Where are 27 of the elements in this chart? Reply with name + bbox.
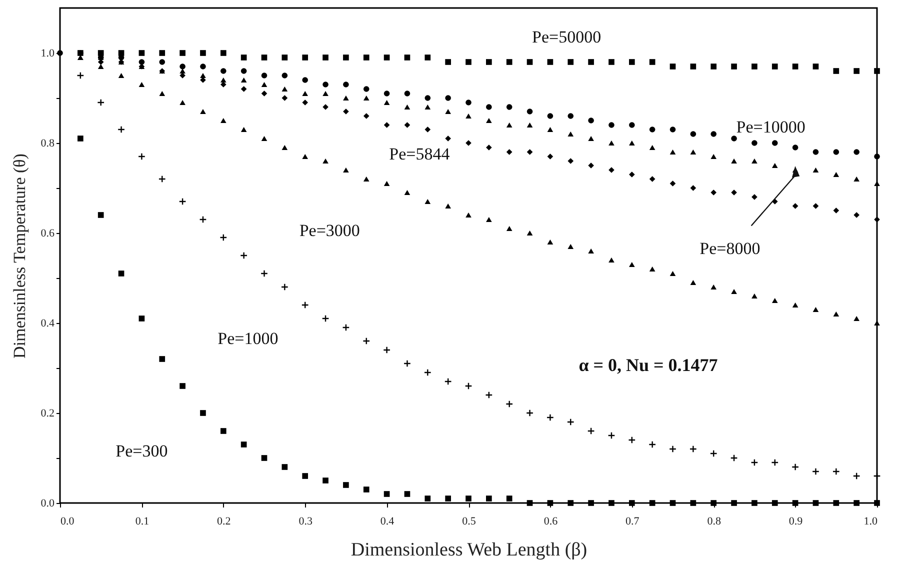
x-tick-label: 0.5	[462, 516, 476, 528]
y-tick-label: 0.8	[40, 138, 55, 150]
x-tick-label: 0.8	[707, 516, 722, 528]
x-tick-label: 0.1	[135, 516, 150, 528]
y-tick-label: 0.0	[40, 498, 55, 510]
text: Pe=300	[116, 441, 168, 460]
y-tick-label: 1.0	[40, 48, 55, 60]
x-tick-label: 0.7	[626, 516, 640, 528]
y-axis-title: Dimensinless Temperature (θ)	[10, 154, 29, 358]
x-tick-label: 0.3	[298, 516, 313, 528]
x-tick-label: 0.2	[217, 516, 231, 528]
x-tick-label: 0.0	[60, 516, 75, 528]
x-tick-label: 0.6	[544, 516, 558, 528]
y-tick-label: 0.4	[40, 318, 55, 330]
series-label: Pe=50000	[532, 27, 602, 46]
x-tick-label: 0.9	[788, 516, 804, 528]
series-label: Pe=10000	[736, 117, 806, 136]
series-label: Pe=1000	[218, 328, 278, 348]
x-axis-title: Dimensionless Web Length (β)	[350, 540, 588, 560]
x-tick-label: 0.4	[380, 516, 395, 528]
series-label: Pe=5844	[389, 144, 450, 164]
text: Pe=8000	[700, 238, 760, 258]
y-tick-label: 0.2	[40, 408, 54, 420]
x-tick-label: 1.0	[864, 516, 878, 528]
text: Pe=3000	[299, 220, 360, 240]
annotation: α = 0, Nu = 0.1477	[578, 354, 718, 375]
y-tick-label: 0.6	[40, 228, 55, 240]
